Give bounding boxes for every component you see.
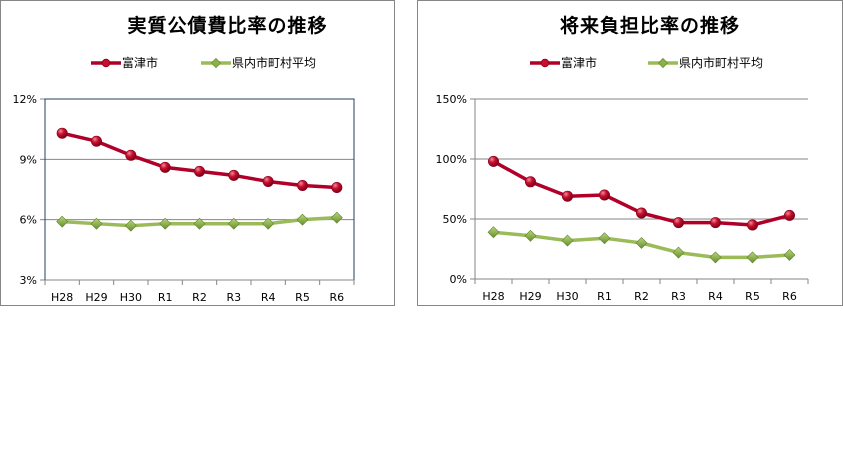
data-point-diamond-icon: [193, 217, 206, 230]
y-tick-label: 50%: [443, 213, 467, 226]
data-point-circle-icon: [673, 217, 685, 229]
data-point-circle-icon: [562, 190, 574, 202]
data-point-diamond-icon: [524, 229, 537, 242]
x-tick-label: R4: [708, 290, 723, 303]
data-point-circle-icon: [709, 217, 721, 229]
legend-label: 県内市町村平均: [679, 56, 764, 70]
legend-label: 富津市: [122, 56, 159, 70]
y-tick-label: 100%: [436, 153, 467, 166]
legend-marker-circle-icon: [530, 58, 560, 67]
x-tick-label: R6: [330, 291, 345, 304]
chart-title: 実質公債費比率の推移: [127, 15, 328, 37]
x-tick-label: H28: [51, 291, 73, 304]
legend-marker-diamond-icon: [648, 57, 678, 68]
legend-item-futtsu: 富津市: [530, 54, 597, 71]
data-point-circle-icon: [599, 189, 611, 201]
data-point-circle-icon: [56, 127, 68, 139]
data-point-circle-icon: [262, 175, 274, 187]
data-point-diamond-icon: [330, 211, 343, 224]
legend-item-futtsu: 富津市: [91, 54, 158, 71]
data-point-diamond-icon: [124, 219, 137, 232]
series-line-futtsu: [61, 131, 337, 190]
data-point-circle-icon: [746, 219, 758, 231]
data-point-diamond-icon: [746, 251, 759, 264]
legend-label: 県内市町村平均: [232, 56, 317, 70]
data-point-circle-icon: [636, 207, 648, 219]
data-point-diamond-icon: [709, 251, 722, 264]
x-tick-label: R1: [597, 290, 612, 303]
y-tick-label: 12%: [13, 93, 37, 106]
x-tick-label: H29: [519, 290, 541, 303]
x-tick-label: R6: [782, 290, 797, 303]
data-point-circle-icon: [331, 181, 343, 193]
chart-title: 将来負担比率の推移: [559, 15, 740, 37]
legend-marker-diamond-icon: [201, 57, 231, 68]
y-tick-label: 150%: [436, 93, 467, 106]
data-point-diamond-icon: [90, 217, 103, 230]
data-point-diamond-icon: [227, 217, 240, 230]
x-tick-label: H30: [120, 291, 142, 304]
x-tick-label: R3: [671, 290, 686, 303]
x-tick-label: H29: [85, 291, 107, 304]
data-point-diamond-icon: [561, 234, 574, 247]
chart-debt-service-ratio: 実質公債費比率の推移 富津市 県内市町村平均 3% 6% 9% 12% H28 H29 H3…: [0, 0, 395, 306]
x-tick-label: R2: [192, 291, 207, 304]
x-tick-label: R4: [261, 291, 276, 304]
data-point-circle-icon: [488, 155, 500, 167]
data-point-diamond-icon: [635, 237, 648, 249]
legend-label: 富津市: [561, 56, 598, 70]
legend-marker-circle-icon: [91, 58, 121, 67]
data-point-diamond-icon: [598, 232, 611, 245]
x-tick-label: H30: [556, 290, 578, 303]
data-point-diamond-icon: [672, 246, 685, 259]
data-point-diamond-icon: [56, 215, 69, 228]
chart-future-burden-ratio: 将来負担比率の推移 富津市 県内市町村平均 0% 50% 100% 150% H28 H2…: [417, 0, 843, 306]
y-tick-label: 9%: [20, 153, 37, 166]
data-point-diamond-icon: [296, 213, 309, 226]
plot-area: 0% 50% 100% 150% H28 H29 H30 R1 R2 R3 R4 R5 R6: [436, 93, 809, 303]
legend-item-pref-avg: 県内市町村平均: [201, 54, 316, 71]
x-tick-label: R2: [634, 290, 649, 303]
data-point-circle-icon: [159, 161, 171, 173]
data-point-circle-icon: [525, 176, 537, 188]
data-point-circle-icon: [228, 169, 240, 181]
data-point-diamond-icon: [783, 249, 796, 261]
x-tick-label: R5: [745, 290, 760, 303]
x-tick-label: R1: [158, 291, 173, 304]
y-tick-label: 3%: [20, 274, 37, 287]
data-point-diamond-icon: [262, 217, 275, 230]
data-point-diamond-icon: [487, 226, 500, 239]
data-point-circle-icon: [194, 165, 206, 177]
y-tick-label: 6%: [20, 214, 37, 227]
plot-area: 3% 6% 9% 12% H28 H29 H30 R1 R2 R3 R4 R5 R6: [13, 93, 355, 304]
y-tick-label: 0%: [450, 273, 467, 286]
legend-item-pref-avg: 県内市町村平均: [648, 54, 763, 71]
data-point-circle-icon: [296, 179, 308, 191]
data-point-circle-icon: [783, 209, 795, 221]
data-point-diamond-icon: [159, 217, 172, 230]
x-tick-label: R3: [227, 291, 242, 304]
data-point-circle-icon: [91, 135, 103, 147]
plot-border: [44, 98, 355, 281]
data-point-circle-icon: [125, 149, 137, 161]
x-tick-label: R5: [295, 291, 310, 304]
x-tick-label: H28: [482, 290, 504, 303]
